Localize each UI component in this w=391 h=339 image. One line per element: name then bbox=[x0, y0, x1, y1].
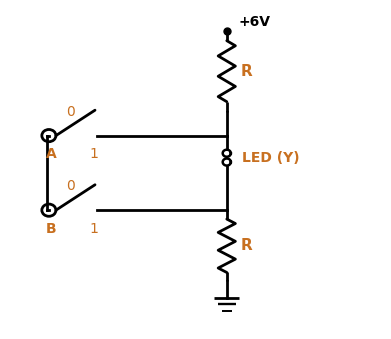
Text: B: B bbox=[45, 222, 56, 236]
Text: 0: 0 bbox=[66, 179, 75, 193]
Text: R: R bbox=[240, 238, 252, 253]
Text: R: R bbox=[240, 64, 252, 79]
Text: A: A bbox=[45, 147, 56, 161]
Text: LED (Y): LED (Y) bbox=[242, 151, 300, 165]
Text: +6V: +6V bbox=[239, 15, 271, 29]
Text: 1: 1 bbox=[89, 222, 98, 236]
Text: 1: 1 bbox=[89, 147, 98, 161]
Text: 0: 0 bbox=[66, 105, 75, 119]
